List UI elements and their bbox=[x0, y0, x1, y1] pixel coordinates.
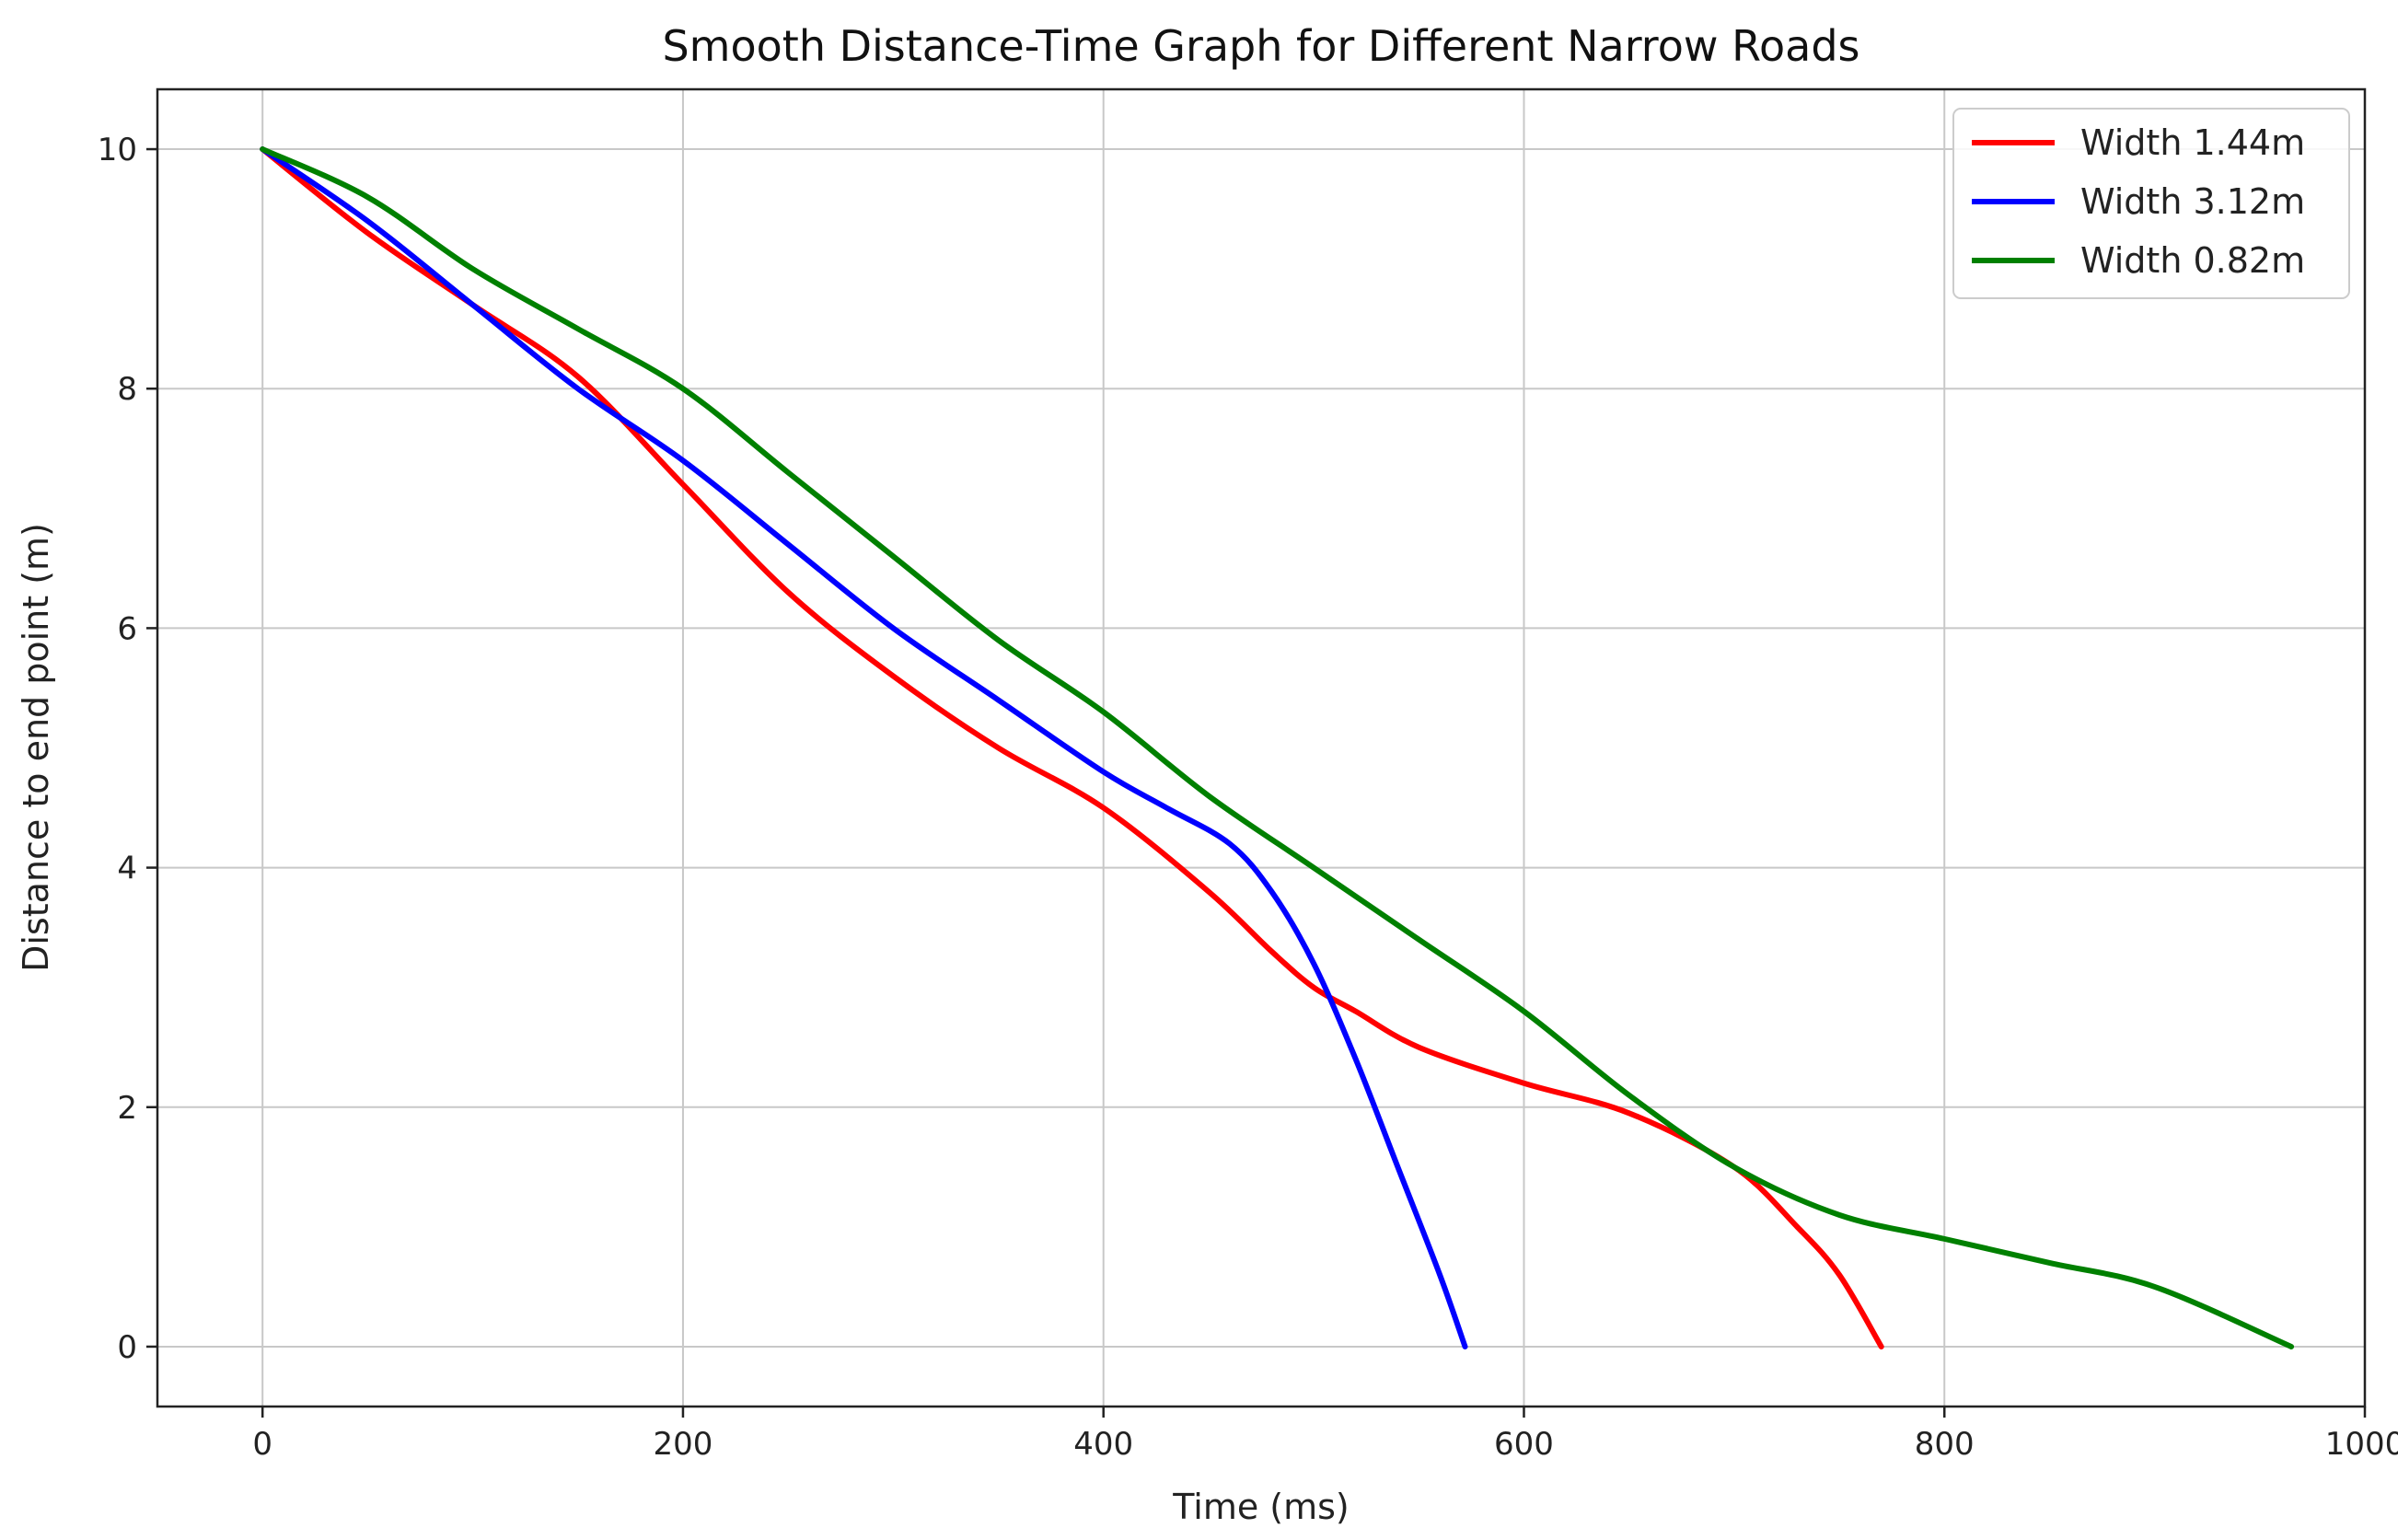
y-tick-label-0: 0 bbox=[117, 1329, 137, 1366]
y-tick-label-2: 4 bbox=[117, 851, 137, 887]
legend-label-1: Width 3.12m bbox=[2080, 181, 2305, 222]
x-axis-title: Time (ms) bbox=[1172, 1487, 1350, 1527]
x-tick-label-0: 0 bbox=[252, 1426, 272, 1463]
series-line-1 bbox=[260, 146, 1468, 1349]
y-tick-label-5: 10 bbox=[98, 132, 137, 168]
y-tick-label-1: 2 bbox=[117, 1090, 137, 1127]
y-tick-label-3: 6 bbox=[117, 610, 137, 647]
legend-box bbox=[1952, 108, 2350, 299]
x-tick-label-1: 200 bbox=[653, 1426, 712, 1463]
x-tick-label-3: 600 bbox=[1494, 1426, 1554, 1463]
y-axis-title: Distance to end point (m) bbox=[16, 523, 56, 972]
legend-label-0: Width 1.44m bbox=[2080, 122, 2305, 163]
x-tick-label-4: 800 bbox=[1915, 1426, 1975, 1463]
x-tick-label-2: 400 bbox=[1073, 1426, 1133, 1463]
axis-ticks: 0 200 400 600 800 1000 0 2 4 6 8 10 bbox=[98, 132, 2398, 1463]
y-tick-label-4: 8 bbox=[117, 371, 137, 408]
legend: Width 1.44m Width 3.12m Width 0.82m bbox=[1952, 108, 2350, 299]
plot-frame bbox=[156, 87, 2367, 1408]
series-lines bbox=[260, 146, 2295, 1349]
legend-label-2: Width 0.82m bbox=[2080, 240, 2305, 281]
series-line-2 bbox=[260, 146, 2295, 1349]
x-tick-label-5: 1000 bbox=[2325, 1426, 2398, 1463]
chart-title: Smooth Distance-Time Graph for Different… bbox=[662, 21, 1859, 71]
